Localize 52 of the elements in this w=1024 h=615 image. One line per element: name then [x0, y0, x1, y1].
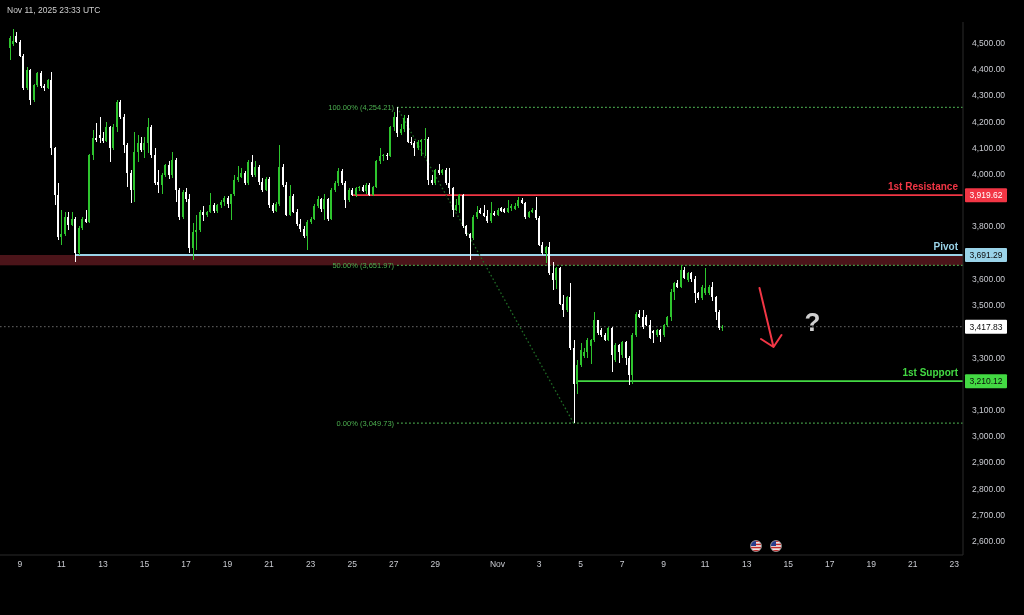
y-tick-label: 2,800.00	[972, 483, 1006, 494]
x-tick-label: 17	[181, 559, 192, 569]
y-tick-label: 4,000.00	[972, 169, 1006, 180]
x-tick-label: 25	[347, 559, 358, 569]
y-tick-label: 2,900.00	[972, 457, 1006, 468]
y-tick-label: 3,000.00	[972, 431, 1006, 442]
x-tick-label: 7	[619, 559, 625, 569]
data-label: 3,210.12	[969, 376, 1003, 387]
x-tick-label: 19	[866, 559, 877, 569]
y-tick-label: 4,200.00	[972, 116, 1006, 127]
ref-line-label: 3,417.83	[969, 321, 1003, 332]
x-tick-label: 15	[139, 559, 150, 569]
series-label: 1st Resistance	[887, 181, 959, 193]
x-tick-label: 23	[949, 559, 960, 569]
x-tick-label: 29	[430, 559, 441, 569]
x-tick-label: 23	[305, 559, 316, 569]
y-tick-label: 4,100.00	[972, 142, 1006, 153]
x-tick-label: 13	[98, 559, 108, 569]
y-tick-label: 3,800.00	[972, 221, 1006, 232]
x-tick-label: 9	[661, 559, 667, 569]
y-tick-label: 4,500.00	[972, 37, 1006, 48]
x-tick-label: 5	[578, 559, 584, 569]
data-label: 3,919.62	[969, 190, 1003, 201]
annotation: ?	[804, 307, 821, 338]
x-tick-label: 13	[741, 559, 752, 569]
y-tick-label: 2,600.00	[972, 536, 1006, 547]
x-tick-label: 11	[57, 559, 67, 569]
candlestick	[420, 138, 422, 157]
candlestick	[424, 128, 426, 157]
x-tick-label: 11	[700, 559, 710, 569]
x-tick-label: 9	[17, 559, 23, 569]
y-tick-label: 3,600.00	[972, 273, 1006, 284]
candlestick	[60, 209, 62, 245]
y-tick-label: 3,300.00	[972, 352, 1006, 363]
x-tick-label: 19	[222, 559, 233, 569]
x-tick-label: 21	[908, 559, 918, 569]
x-tick-label: 3	[536, 559, 542, 569]
x-tick-label: 27	[388, 559, 399, 569]
series-label: Pivot	[933, 241, 959, 252]
y-tick-label: 3,100.00	[972, 404, 1006, 415]
y-tick-label: 4,300.00	[972, 90, 1006, 101]
x-tick-label: 21	[264, 559, 275, 569]
candlestick	[95, 123, 97, 142]
data-label: 3,691.29	[969, 249, 1003, 260]
x-tick-label: 17	[825, 559, 835, 569]
x-tick-label: 15	[783, 559, 794, 569]
x-tick-label: Nov	[489, 559, 506, 569]
y-tick-label: 3,500.00	[972, 300, 1006, 311]
series-label: 1st Support	[902, 367, 959, 379]
y-tick-label: 4,400.00	[972, 64, 1006, 75]
y-tick-label: 2,700.00	[972, 509, 1006, 520]
text: Nov 11, 2025 23:33 UTC	[7, 5, 101, 15]
